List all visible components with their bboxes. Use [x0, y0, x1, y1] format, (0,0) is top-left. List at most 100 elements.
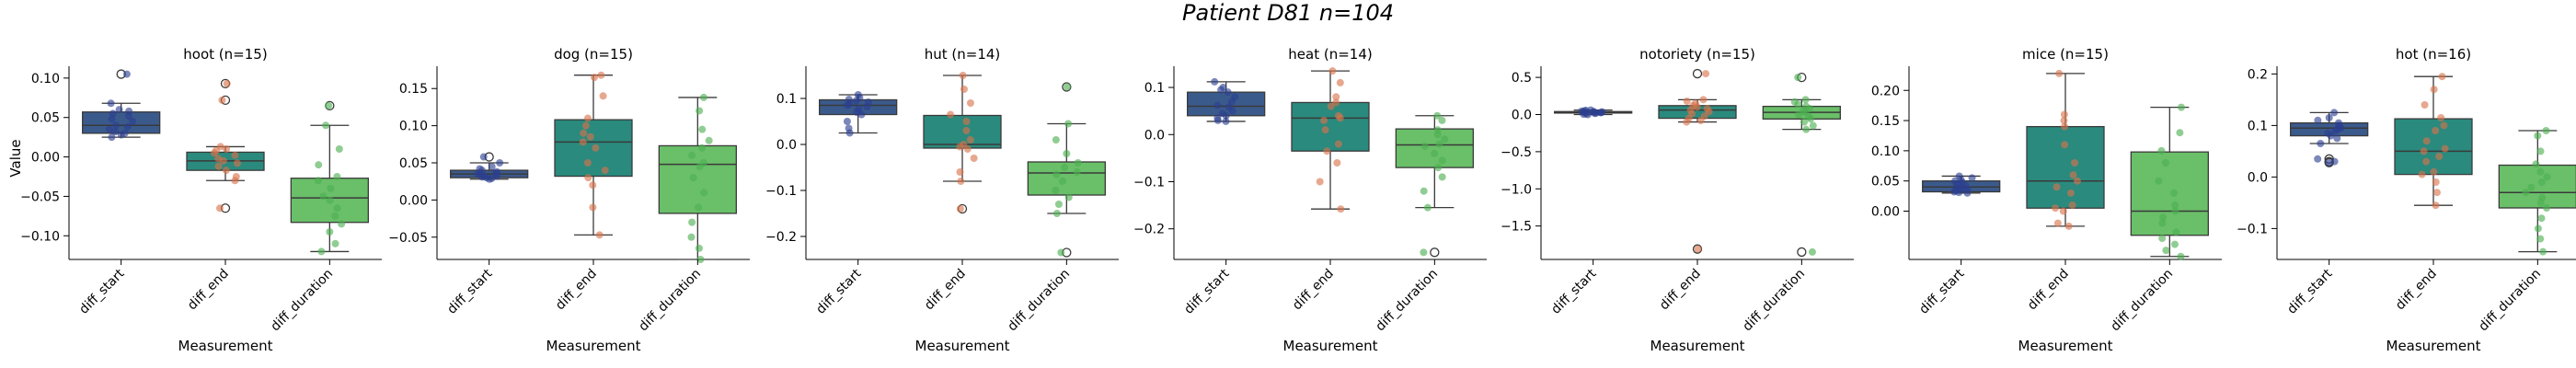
- data-point: [2534, 132, 2542, 140]
- panel-4: notoriety (n=15) −1.5 −1.0 −0.5 0.0 0.5 diff_s…: [1501, 46, 1854, 354]
- data-point: [966, 136, 974, 144]
- box-diff_duration: [658, 93, 737, 263]
- box-body: [1291, 101, 1370, 152]
- x-tick-label: diff_end: [553, 267, 600, 314]
- panel-0: hoot (n=15) −0.10 −0.05 0.00 0.05 0.10 diff_st…: [20, 46, 382, 354]
- data-point: [2330, 157, 2339, 166]
- data-point: [1423, 203, 1432, 212]
- y-tick-label: −1.0: [1501, 182, 1532, 197]
- data-point: [962, 118, 971, 125]
- data-point: [2537, 178, 2546, 186]
- data-point: [1222, 117, 1230, 125]
- data-point: [1228, 107, 1236, 115]
- data-point: [108, 115, 116, 123]
- y-tick-label: 0.2: [2248, 67, 2268, 82]
- data-point: [322, 121, 330, 130]
- y-tick-label: −0.2: [765, 230, 797, 245]
- data-point: [601, 167, 609, 175]
- x-tick-label: diff_end: [2393, 267, 2440, 314]
- x-axis-label: Measurement: [2018, 338, 2113, 354]
- data-point: [597, 71, 605, 79]
- data-point: [1438, 156, 1446, 165]
- data-point: [1052, 210, 1061, 217]
- data-point: [688, 218, 696, 226]
- data-point: [1807, 115, 1815, 123]
- x-tick-label: diff_duration: [268, 267, 336, 335]
- data-point: [1217, 86, 1225, 94]
- data-point: [108, 133, 116, 142]
- data-point: [689, 174, 697, 182]
- data-point: [105, 125, 113, 133]
- data-point: [335, 145, 343, 153]
- outlier-marker: [1797, 247, 1807, 258]
- data-point: [863, 103, 871, 110]
- data-point: [215, 204, 224, 213]
- x-tick-label: diff_start: [1181, 266, 1233, 317]
- data-point: [2314, 116, 2322, 124]
- data-point: [595, 231, 604, 239]
- data-point: [1433, 111, 1442, 120]
- data-point: [1435, 140, 1443, 148]
- data-point: [1333, 159, 1341, 167]
- data-point: [1337, 205, 1345, 213]
- data-point: [2068, 201, 2076, 209]
- data-point: [314, 177, 322, 185]
- box-diff_duration: [290, 100, 369, 256]
- data-point: [333, 173, 341, 180]
- data-point: [231, 151, 239, 159]
- data-point: [1438, 173, 1446, 181]
- data-point: [1968, 174, 1976, 182]
- data-point: [2053, 219, 2062, 227]
- box-diff_duration: [1027, 82, 1106, 258]
- data-point: [2325, 114, 2333, 121]
- data-point: [210, 149, 218, 157]
- box-diff_start: [819, 91, 898, 137]
- data-point: [696, 107, 704, 115]
- data-point: [1316, 178, 1324, 186]
- data-point: [1332, 93, 1340, 101]
- data-point: [1054, 201, 1063, 208]
- data-point: [2170, 240, 2179, 248]
- data-point: [2330, 109, 2339, 117]
- data-point: [325, 101, 333, 109]
- data-point: [317, 247, 326, 256]
- data-point: [2161, 159, 2169, 167]
- data-point: [1441, 135, 1449, 144]
- y-axis-label: Value: [7, 139, 24, 177]
- data-point: [843, 118, 851, 125]
- data-point: [214, 162, 223, 170]
- data-point: [959, 72, 967, 79]
- data-point: [957, 178, 965, 185]
- data-point: [1063, 83, 1071, 91]
- data-point: [218, 96, 226, 104]
- data-point: [700, 189, 708, 197]
- data-point: [319, 192, 328, 201]
- data-point: [1052, 170, 1061, 178]
- data-point: [326, 228, 334, 236]
- y-tick-label: −0.1: [2237, 222, 2268, 236]
- data-point: [1211, 77, 1219, 86]
- data-point: [2333, 134, 2341, 143]
- box-diff_start: [450, 152, 529, 183]
- data-point: [2176, 129, 2184, 137]
- data-point: [1052, 187, 1060, 194]
- box-body: [658, 144, 737, 214]
- data-point: [1693, 103, 1701, 111]
- y-tick-label: 0.1: [776, 92, 797, 107]
- box-diff_duration: [2498, 127, 2576, 256]
- data-point: [1328, 67, 1337, 75]
- data-point: [2171, 207, 2179, 215]
- y-tick-label: 0.1: [1144, 81, 1165, 96]
- x-axis-label: Measurement: [1650, 338, 1745, 354]
- box-diff_end: [923, 72, 1002, 214]
- data-point: [696, 163, 704, 171]
- data-point: [1227, 98, 1236, 106]
- data-point: [326, 196, 334, 204]
- x-tick-label: diff_duration: [1005, 267, 1073, 335]
- y-tick-label: 0.00: [31, 151, 60, 166]
- data-point: [2317, 140, 2325, 147]
- data-point: [956, 205, 964, 213]
- data-point: [115, 106, 123, 114]
- y-tick-label: 0.05: [31, 111, 60, 126]
